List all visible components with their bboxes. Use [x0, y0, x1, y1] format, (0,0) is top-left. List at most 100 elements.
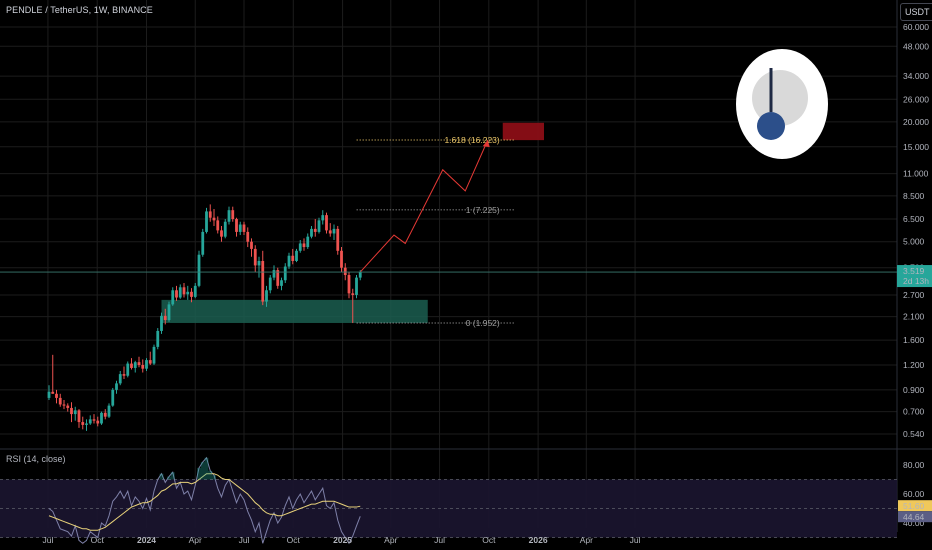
candle-body — [96, 420, 100, 424]
candle-body — [250, 241, 253, 249]
zones — [161, 122, 544, 323]
candle-body — [201, 231, 205, 255]
candle-body — [310, 228, 313, 237]
symbol-title: PENDLE / TetherUS, 1W, BINANCE — [6, 5, 153, 15]
price-tick-label: 34.000 — [903, 71, 929, 81]
rsi-ma-line — [48, 473, 361, 531]
candle-body — [268, 277, 272, 291]
time-tick-label: Jul — [630, 535, 641, 545]
candle-body — [167, 304, 171, 321]
candle-body — [85, 423, 88, 425]
target-zone — [502, 122, 544, 141]
candle-body — [317, 220, 321, 232]
candle-body — [190, 291, 193, 297]
price-tick-label: 20.000 — [903, 117, 929, 127]
candle-body — [246, 231, 250, 242]
candle-body — [137, 362, 141, 366]
candle-body — [291, 255, 295, 261]
candle-body — [238, 224, 242, 232]
candle-body — [156, 330, 160, 347]
candle-body — [160, 315, 163, 331]
candle-body — [182, 287, 186, 295]
price-tick-label: 60.000 — [903, 22, 929, 32]
candle-body — [152, 346, 156, 364]
candle-body — [302, 243, 306, 248]
time-axis[interactable]: Jul Oct 2024 Apr Jul Oct 2025 Apr Jul Oct 2026 Apr J… — [42, 535, 640, 545]
projection-arrowhead — [482, 140, 490, 148]
candle-body — [73, 410, 77, 415]
price-tick-label: 0.700 — [903, 407, 925, 417]
rsi-current-value: 44.64 — [903, 512, 925, 522]
price-tick-label: 0.900 — [903, 385, 925, 395]
candle-body — [100, 412, 103, 424]
candle-body — [231, 210, 235, 220]
fib-level-label: 1 (7.225) — [466, 205, 500, 215]
projection-line — [359, 139, 489, 273]
candle-body — [355, 277, 358, 295]
time-tick-label: 2025 — [333, 535, 352, 545]
candle-body — [351, 293, 355, 295]
time-tick-label: Oct — [287, 535, 301, 545]
candle-body — [145, 360, 148, 369]
candle-body — [272, 270, 276, 278]
price-tick-label: 2.100 — [903, 312, 925, 322]
candle-body — [115, 383, 118, 390]
candle-body — [242, 224, 246, 232]
candle-body — [313, 228, 317, 232]
candle-body — [265, 290, 268, 302]
candle-body — [235, 219, 238, 232]
candle-body — [257, 260, 261, 266]
price-tick-label: 48.000 — [903, 41, 929, 51]
rsi-pane — [0, 456, 897, 545]
price-tick-label: 11.000 — [903, 169, 929, 179]
rsi-tick-label: 40.00 — [903, 518, 925, 528]
candle-body — [122, 374, 126, 376]
candle-body — [205, 211, 208, 232]
candle-body — [118, 374, 122, 384]
time-tick-label: Oct — [482, 535, 496, 545]
price-tick-label: 15.000 — [903, 142, 929, 152]
candle-body — [66, 405, 70, 408]
time-tick-label: Oct — [91, 535, 105, 545]
time-tick-label: Jul — [239, 535, 250, 545]
candle-body — [126, 363, 130, 376]
rsi-tick-label: 80.00 — [903, 460, 925, 470]
last-price-countdown: 2d 13h — [903, 276, 929, 286]
pendle-gauge-icon — [736, 49, 828, 159]
candle-body — [212, 217, 216, 221]
time-tick-label: Jul — [434, 535, 445, 545]
fib-levels: 1.618 (16.223) 1 (7.225) 0 (1.952) — [356, 135, 514, 328]
candle-body — [276, 270, 280, 286]
candle-body — [220, 230, 223, 237]
candle-body — [111, 389, 115, 406]
price-tick-label: 5.000 — [903, 237, 925, 247]
fib-level-label: 0 (1.952) — [466, 318, 500, 328]
price-tick-label: 1.600 — [903, 335, 925, 345]
candle-body — [347, 275, 351, 294]
price-tick-label: 1.200 — [903, 360, 925, 370]
time-tick-label: Apr — [580, 535, 593, 545]
candle-body — [178, 287, 182, 298]
rsi-title: RSI (14, close) — [6, 454, 66, 464]
candle-body — [107, 405, 111, 417]
last-price-label: 3.519 — [903, 266, 925, 276]
candle-body — [171, 290, 175, 305]
candle-body — [133, 362, 137, 368]
candle-body — [130, 363, 133, 368]
candle-body — [343, 267, 347, 276]
projection — [0, 139, 897, 273]
candle-body — [58, 397, 62, 405]
candle-body — [148, 360, 152, 364]
candle-body — [88, 419, 92, 424]
candle-body — [325, 215, 328, 231]
grid — [0, 0, 932, 532]
price-axis[interactable]: 60.000 48.000 34.000 26.000 20.000 15.000 11.0… — [897, 22, 932, 439]
currency-button[interactable]: USDT — [900, 3, 932, 21]
candle-body — [336, 228, 340, 251]
fib-level-label: 1.618 (16.223) — [444, 135, 499, 145]
candles — [47, 204, 362, 431]
candle-body — [332, 228, 336, 234]
candle-body — [141, 365, 145, 369]
